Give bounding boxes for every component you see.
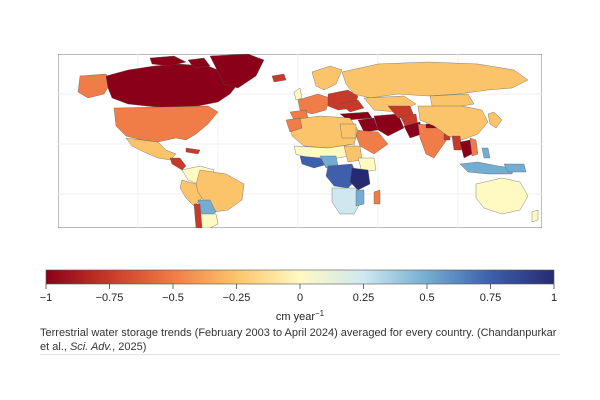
- figure-caption: Terrestrial water storage trends (Februa…: [40, 327, 557, 353]
- country-vietnam: [469, 137, 479, 157]
- colorbar-tick-label: −0.5: [162, 292, 184, 304]
- country-canada-islands: [149, 55, 211, 69]
- country-scandinavia: [311, 65, 343, 91]
- country-saudi-arabia: [353, 129, 389, 155]
- country-mexico: [125, 137, 177, 161]
- colorbar-ticks: −1 −0.75 −0.5 −0.25 0 0.25 0.5 0.75 1: [40, 284, 557, 304]
- country-china: [417, 105, 489, 141]
- country-chile: [193, 203, 203, 228]
- country-iceland: [271, 73, 287, 83]
- caption-divider: [40, 354, 560, 355]
- country-mozambique: [355, 189, 365, 207]
- colorbar-tick-label: −1: [40, 292, 52, 304]
- colorbar-tick-label: 0.25: [353, 292, 374, 304]
- colorbar-unit-label: cm year−1: [276, 309, 325, 323]
- country-east-africa: [349, 167, 371, 191]
- country-ethiopia: [357, 157, 377, 173]
- colorbar-tick-label: 0.5: [419, 292, 434, 304]
- country-philippines: [481, 147, 491, 159]
- colorbar-tick-label: 0.75: [480, 292, 501, 304]
- caption-journal: Sci. Adv.: [69, 341, 113, 353]
- country-korea-japan: [487, 111, 503, 129]
- country-new-zealand: [531, 209, 539, 223]
- country-egypt: [339, 123, 357, 139]
- colorbar-tick-label: −0.25: [223, 292, 251, 304]
- country-usa-alaska: [77, 73, 111, 99]
- country-ukraine: [339, 99, 365, 113]
- country-australia: [475, 177, 529, 215]
- country-morocco: [285, 117, 303, 133]
- country-madagascar: [373, 189, 381, 205]
- country-russia: [341, 61, 529, 99]
- colorbar-tick-label: −0.75: [96, 292, 124, 304]
- country-central-america: [169, 157, 187, 171]
- colorbar-tick-label: 0: [297, 292, 303, 304]
- country-usa: [113, 105, 219, 143]
- colorbar-tick-label: 1: [551, 292, 557, 304]
- country-papua: [503, 163, 527, 173]
- country-west-africa: [299, 155, 329, 169]
- colorbar: −1 −0.75 −0.5 −0.25 0 0.25 0.5 0.75 1 cm year−1: [40, 269, 557, 323]
- country-caribbean: [185, 147, 201, 155]
- world-map: [58, 54, 542, 228]
- country-southern-africa: [331, 187, 363, 215]
- country-uk: [293, 87, 303, 101]
- country-western-europe: [297, 93, 331, 115]
- country-iran: [373, 113, 405, 137]
- colorbar-gradient: [45, 269, 555, 285]
- country-greenland: [209, 54, 265, 89]
